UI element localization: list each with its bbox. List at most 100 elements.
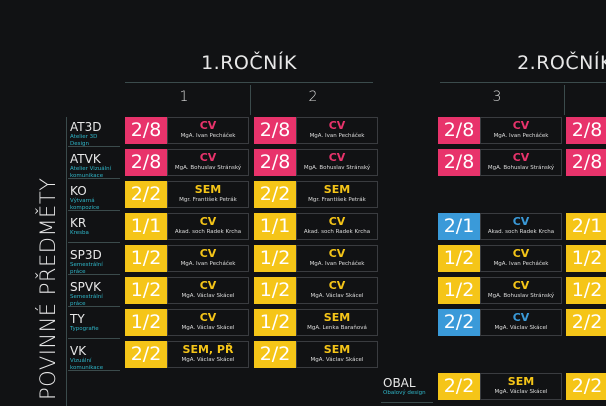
cell-box: CV Akad. soch Radek Krcha bbox=[296, 213, 378, 240]
hours-badge: 1/2 bbox=[254, 245, 296, 272]
hours-badge: 1/2 bbox=[254, 309, 296, 336]
hours-badge: 1/2 bbox=[125, 245, 167, 272]
subject-code: TY bbox=[70, 312, 85, 326]
hours-badge: 1/2 bbox=[125, 277, 167, 304]
teacher: MgA. Ivan Pecháček bbox=[180, 261, 236, 267]
hours-badge: 1/1 bbox=[125, 213, 167, 240]
type: CV bbox=[328, 119, 346, 132]
hours-badge: 2/1 bbox=[438, 213, 480, 240]
hours-badge: 2/2 bbox=[438, 373, 480, 400]
subject-code: AT3D bbox=[70, 120, 102, 134]
cell-box: SEM MgA. Lenka Baraňová bbox=[296, 309, 378, 336]
type: SEM bbox=[323, 343, 351, 356]
cell-box: SEM, PŘ MgA. Václav Skácel bbox=[167, 341, 249, 368]
hours-badge: 2/8 bbox=[125, 149, 167, 176]
type: SEM bbox=[323, 311, 351, 324]
teacher: MgA. Václav Skácel bbox=[181, 293, 235, 299]
subject-underline bbox=[68, 306, 120, 307]
type: CV bbox=[328, 151, 346, 164]
subject-desc: Vizuální komunikace bbox=[70, 358, 104, 371]
year-title: 2.ROČNÍK bbox=[517, 52, 606, 74]
cell-box: SEM Mgr. František Petrák bbox=[296, 181, 378, 208]
type: SEM bbox=[194, 183, 222, 196]
teacher: MgA. Václav Skácel bbox=[181, 325, 235, 331]
subject-underline bbox=[68, 146, 120, 147]
year-title: 1.ROČNÍK bbox=[201, 52, 297, 74]
cell-box: CV MgA. Bohuslav Stránský bbox=[480, 277, 562, 304]
type: CV bbox=[199, 119, 217, 132]
teacher: Akad. soch Radek Krcha bbox=[487, 229, 555, 235]
teacher: MgA. Václav Skácel bbox=[310, 357, 364, 363]
hours-badge: 1/2 bbox=[438, 277, 480, 304]
type: CV bbox=[199, 279, 217, 292]
semester-number: 1 bbox=[179, 89, 189, 105]
teacher: MgA. Lenka Baraňová bbox=[307, 325, 367, 331]
subject-underline bbox=[381, 402, 433, 403]
teacher: Mgr. František Petrák bbox=[179, 197, 237, 203]
subject-underline bbox=[68, 178, 120, 179]
hours-badge: 2/2 bbox=[254, 341, 296, 368]
hours-badge: 1/2 bbox=[125, 309, 167, 336]
cell-box: CV Akad. soch Radek Krcha bbox=[480, 213, 562, 240]
subject-code: SP3D bbox=[70, 248, 102, 262]
subject-underline bbox=[68, 242, 120, 243]
type: CV bbox=[512, 151, 530, 164]
cell-box: CV MgA. Ivan Pecháček bbox=[167, 245, 249, 272]
cell-box: SEM Mgr. František Petrák bbox=[167, 181, 249, 208]
type: CV bbox=[199, 151, 217, 164]
hours-badge: 2/2 bbox=[125, 181, 167, 208]
hours-badge: 2/8 bbox=[438, 149, 480, 176]
teacher: MgA. Václav Skácel bbox=[181, 357, 235, 363]
subject-underline bbox=[68, 274, 120, 275]
hours-badge: 1/2 bbox=[254, 277, 296, 304]
type: CV bbox=[328, 279, 346, 292]
type: CV bbox=[328, 247, 346, 260]
year-line bbox=[125, 82, 373, 83]
hours-badge: 1/2 bbox=[438, 245, 480, 272]
subject-desc: Výtvarná kompozice bbox=[70, 198, 100, 211]
hours-badge: 2/1 bbox=[566, 213, 606, 240]
type: CV bbox=[512, 119, 530, 132]
hours-badge: 1/2 bbox=[566, 277, 606, 304]
cell-box: CV MgA. Ivan Pecháček bbox=[480, 245, 562, 272]
teacher: MgA. Bohuslav Stránský bbox=[174, 165, 242, 171]
subject-code: KO bbox=[70, 184, 87, 198]
teacher: Akad. soch Radek Krcha bbox=[174, 229, 242, 235]
type: SEM bbox=[507, 375, 535, 388]
type: CV bbox=[512, 215, 530, 228]
subject-underline bbox=[68, 210, 120, 211]
hours-badge: 2/2 bbox=[125, 341, 167, 368]
hours-badge: 1/1 bbox=[254, 213, 296, 240]
type: SEM, PŘ bbox=[182, 343, 234, 356]
subject-desc: Kresba bbox=[70, 230, 89, 236]
semester-divider bbox=[564, 85, 565, 115]
cell-box: CV MgA. Václav Skácel bbox=[167, 277, 249, 304]
type: CV bbox=[512, 311, 530, 324]
teacher: MgA. Václav Skácel bbox=[310, 293, 364, 299]
subject-desc: Atelier 3D Design bbox=[70, 134, 98, 147]
hours-badge: 2/2 bbox=[254, 181, 296, 208]
cell-box: CV MgA. Václav Skácel bbox=[296, 277, 378, 304]
subject-desc: Atelier Vizuální komunikace bbox=[70, 166, 112, 179]
hours-badge: 1/2 bbox=[566, 245, 606, 272]
cell-box: CV MgA. Ivan Pecháček bbox=[167, 117, 249, 144]
subject-desc: Obalový design bbox=[383, 390, 426, 396]
subject-code: KR bbox=[70, 216, 87, 230]
cell-box: CV MgA. Ivan Pecháček bbox=[296, 117, 378, 144]
teacher: MgA. Bohuslav Stránský bbox=[303, 165, 371, 171]
hours-badge: 2/2 bbox=[566, 373, 606, 400]
hours-badge: 2/8 bbox=[254, 117, 296, 144]
type: CV bbox=[199, 311, 217, 324]
side-label: POVINNÉ PŘEDMĚTY bbox=[36, 177, 60, 400]
type: CV bbox=[199, 247, 217, 260]
subject-desc: Typografie bbox=[70, 326, 99, 332]
cell-box: CV MgA. Ivan Pecháček bbox=[480, 117, 562, 144]
cell-box: CV MgA. Václav Skácel bbox=[167, 309, 249, 336]
teacher: MgA. Bohuslav Stránský bbox=[487, 165, 555, 171]
side-line bbox=[66, 117, 67, 406]
hours-badge: 2/8 bbox=[566, 117, 606, 144]
teacher: MgA. Ivan Pecháček bbox=[309, 261, 365, 267]
teacher: MgA. Ivan Pecháček bbox=[493, 133, 549, 139]
teacher: Akad. soch Radek Krcha bbox=[303, 229, 371, 235]
